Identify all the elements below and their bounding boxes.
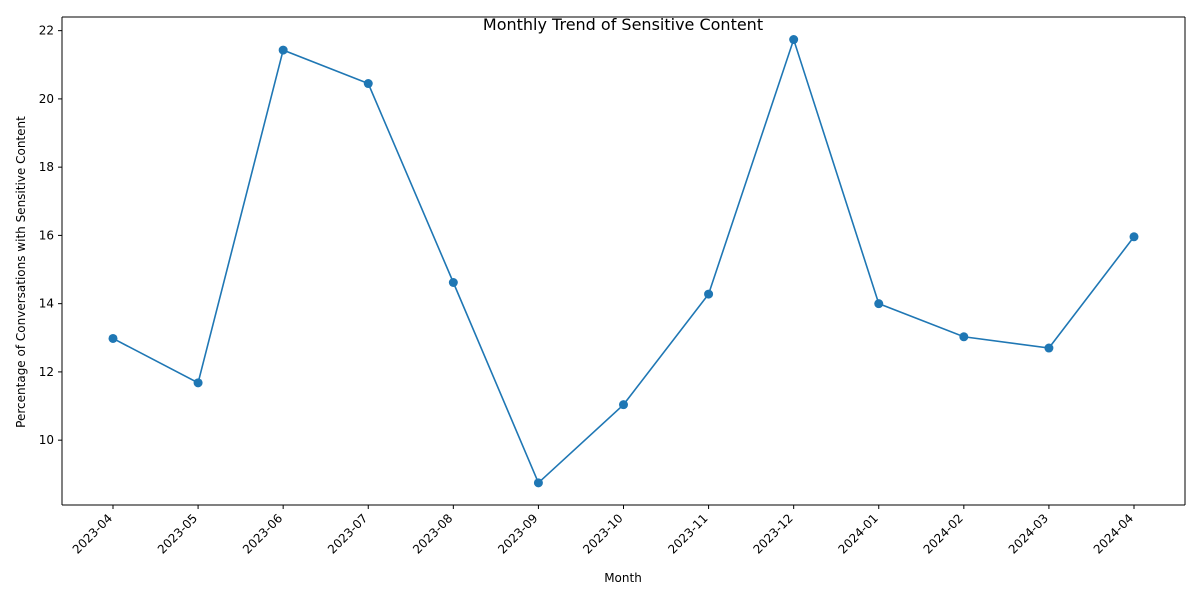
y-tick-label: 16 [39,228,54,242]
y-axis-label: Percentage of Conversations with Sensiti… [14,116,28,428]
y-tick-label: 20 [39,92,54,106]
x-tick-label: 2023-04 [70,511,115,556]
y-tick-label: 22 [39,24,54,38]
x-axis-label: Month [604,571,642,585]
x-tick-label: 2024-02 [921,511,966,556]
data-point [363,79,373,89]
x-tick-label: 2023-05 [155,511,200,556]
x-tick-label: 2023-10 [580,511,625,556]
x-tick-label: 2024-03 [1006,511,1051,556]
data-point [193,378,203,388]
x-tick-label: 2023-12 [750,511,795,556]
y-tick-label: 14 [39,297,54,311]
data-point [1129,232,1139,242]
data-point [448,277,458,287]
data-point [789,35,799,45]
x-tick-label: 2023-09 [495,511,540,556]
data-point [619,400,628,410]
y-tick-label: 18 [39,160,54,174]
x-tick-label: 2023-06 [240,511,285,556]
data-point [278,45,288,55]
y-tick-label: 10 [39,433,54,447]
chart-title: Monthly Trend of Sensitive Content [483,15,763,34]
x-tick-label: 2023-11 [665,511,710,556]
x-tick-label: 2024-04 [1091,511,1136,556]
x-tick-label: 2023-07 [325,511,370,556]
series-line [112,36,1135,485]
y-tick-label: 12 [39,365,54,379]
x-tick-label: 2024-01 [836,511,881,556]
data-point [959,332,969,342]
data-point [1044,343,1054,353]
data-point [108,333,118,343]
data-point [704,289,714,299]
data-point [533,478,543,488]
x-tick-label: 2023-08 [410,511,455,556]
data-point [874,299,884,309]
plot-area: 10 12 14 16 18 20 22 2023-04 2023-05 2023-06 2023-… [39,16,1186,557]
